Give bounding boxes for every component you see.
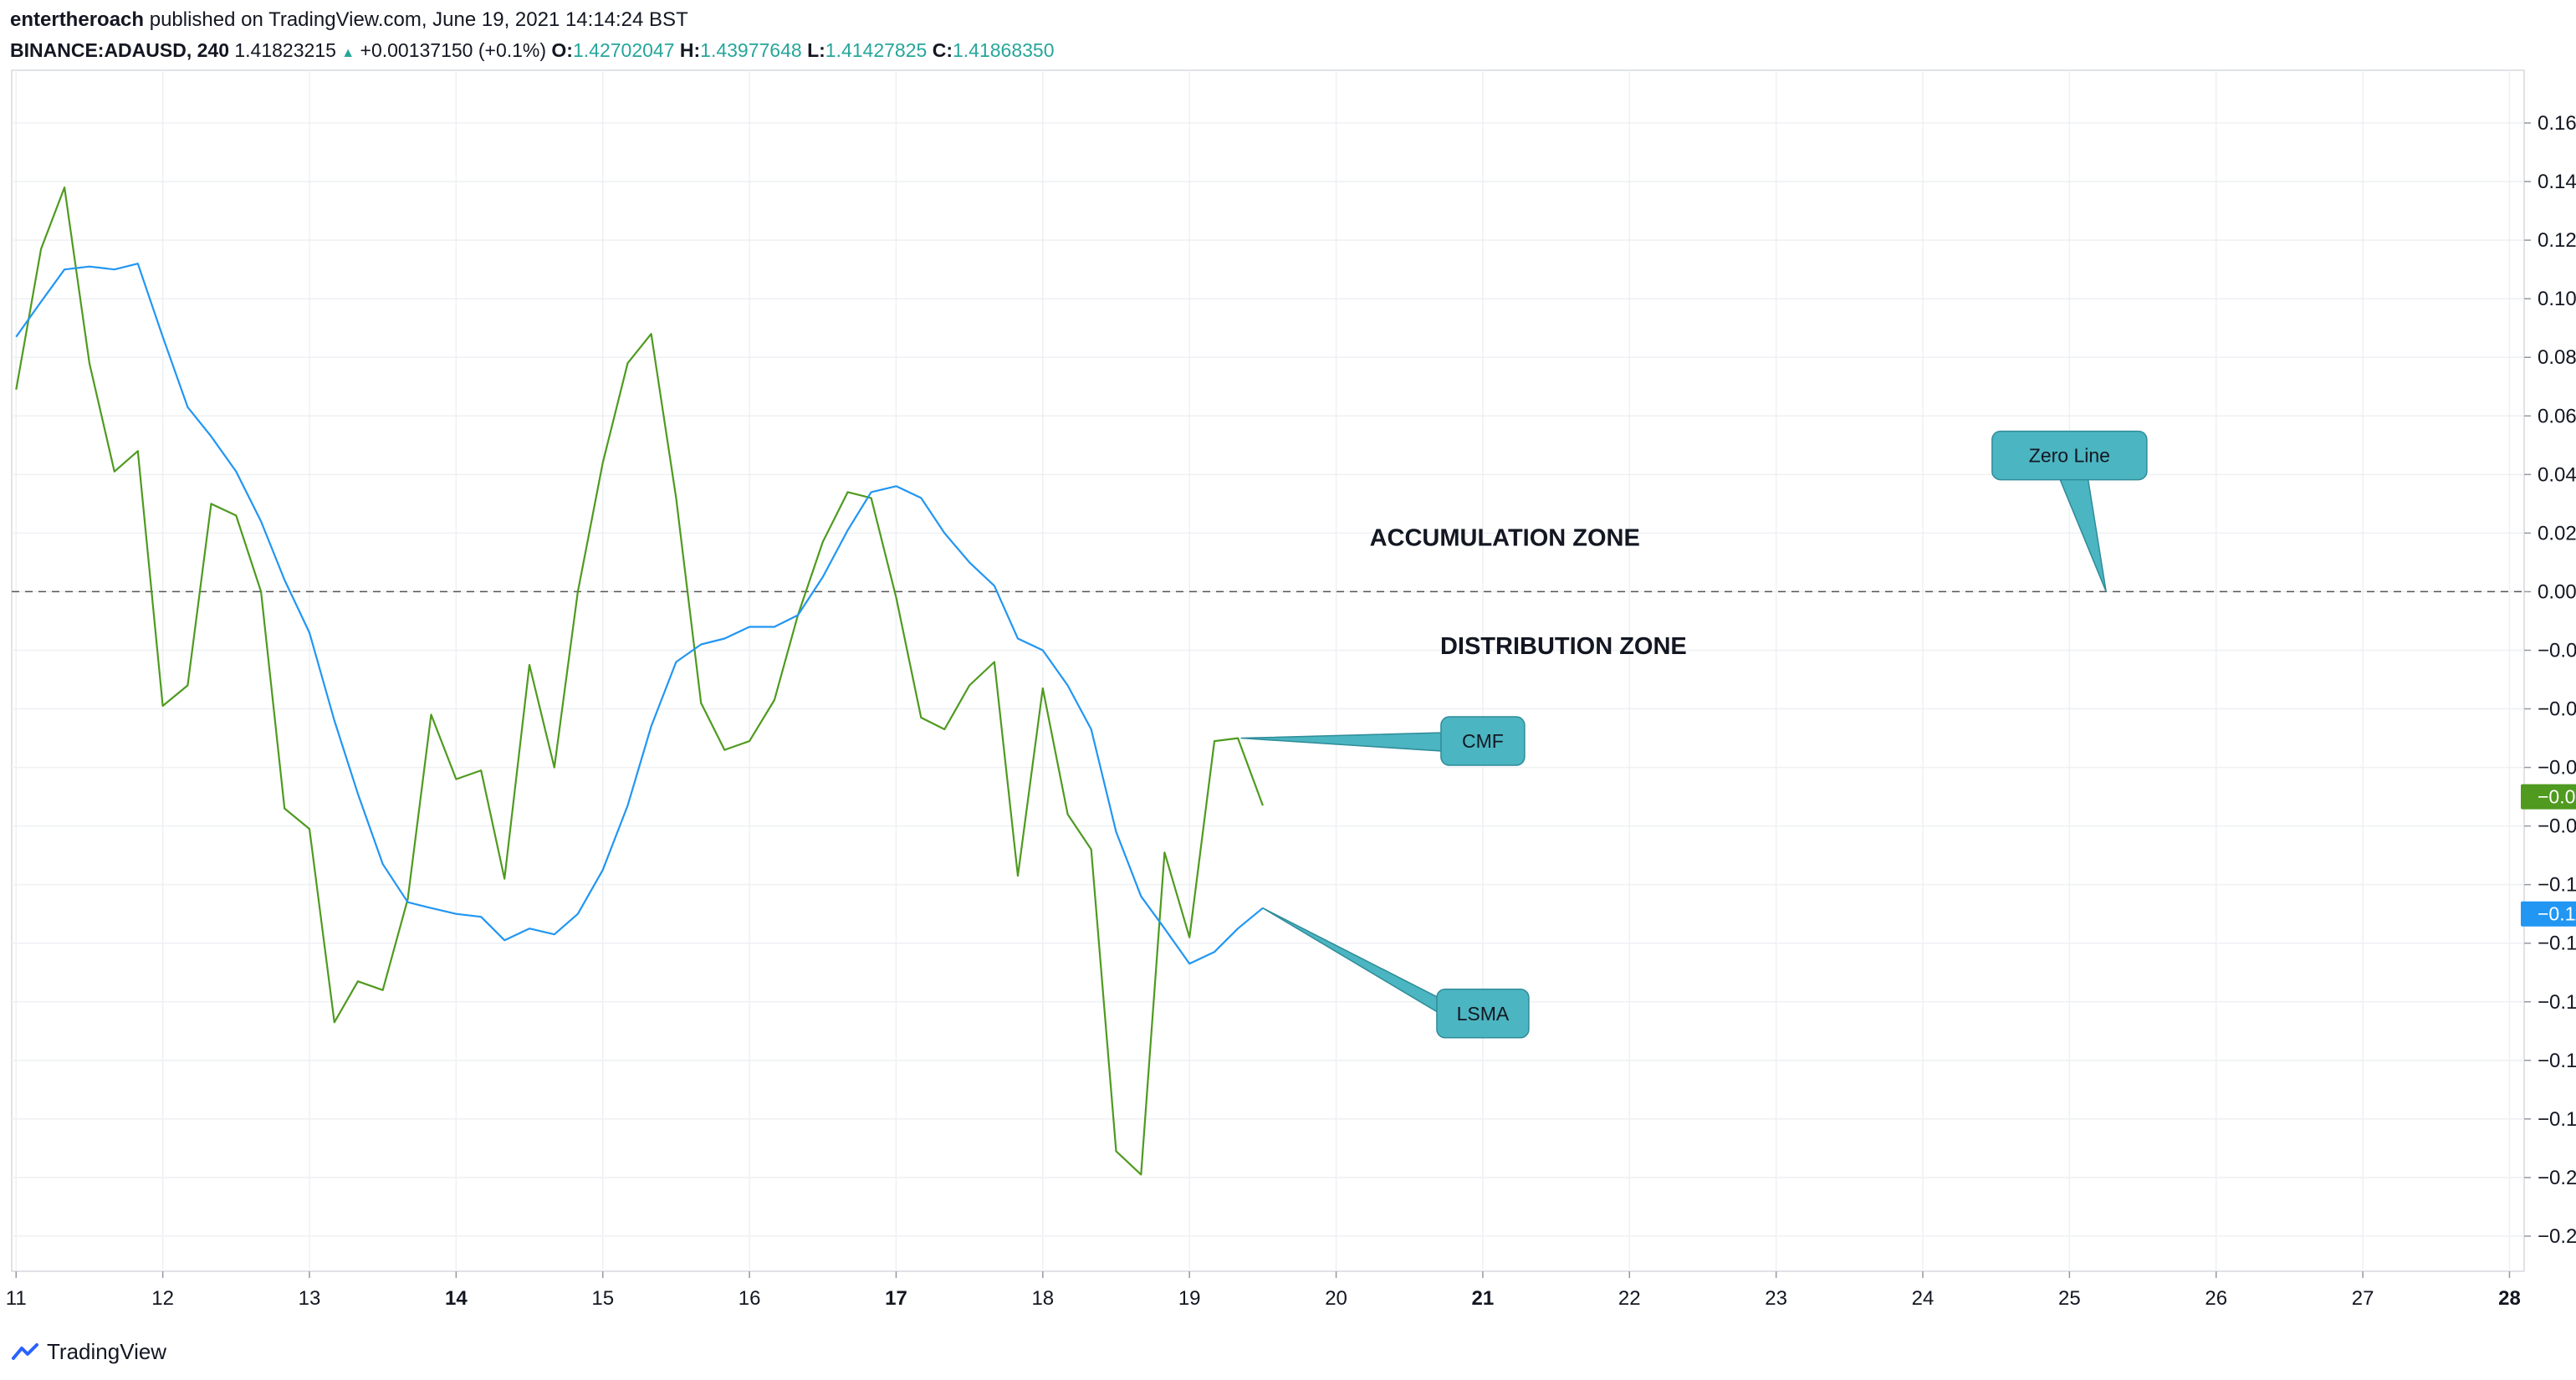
high-value: 1.43977648 bbox=[700, 39, 802, 61]
close-value: 1.41868350 bbox=[952, 39, 1055, 61]
ohlc-line: BINANCE:ADAUSD, 240 1.41823215 ▲ +0.0013… bbox=[10, 35, 1055, 69]
up-triangle-icon: ▲ bbox=[341, 46, 355, 60]
last-value-badge-lsma bbox=[2521, 901, 2576, 927]
symbol-label: BINANCE:ADAUSD, 240 bbox=[10, 39, 229, 61]
x-tick-label: 13 bbox=[299, 1287, 321, 1310]
zone-annotation: ACCUMULATION ZONE bbox=[1370, 525, 1640, 552]
x-tick-label: 18 bbox=[1031, 1287, 1054, 1310]
callout-pointer bbox=[2058, 477, 2107, 592]
zone-annotation: DISTRIBUTION ZONE bbox=[1440, 633, 1687, 660]
y-tick-label: −0.04 bbox=[2538, 698, 2576, 721]
x-tick-label: 12 bbox=[151, 1287, 174, 1310]
x-tick-label: 20 bbox=[1325, 1287, 1347, 1310]
last-value-badge-cmf bbox=[2521, 784, 2576, 810]
x-tick-label: 26 bbox=[2205, 1287, 2227, 1310]
last-value-label-cmf: −0.07 bbox=[2538, 786, 2576, 808]
x-tick-label: 27 bbox=[2352, 1287, 2374, 1310]
series-line-cmf bbox=[15, 187, 1264, 1176]
tradingview-logo-icon bbox=[12, 1342, 38, 1360]
low-value: 1.41427825 bbox=[825, 39, 928, 61]
tradingview-footer[interactable]: TradingView bbox=[12, 1339, 166, 1365]
x-tick-label: 25 bbox=[2058, 1287, 2081, 1310]
chart-header: entertheroach published on TradingView.c… bbox=[10, 5, 1055, 69]
callout-pointer bbox=[1240, 732, 1444, 752]
published-text: published on TradingView.com, June 19, 2… bbox=[149, 8, 688, 31]
y-tick-label: 0.08 bbox=[2538, 346, 2576, 369]
x-tick-label: 22 bbox=[1618, 1287, 1641, 1310]
open-value: 1.42702047 bbox=[572, 39, 675, 61]
x-tick-label: 14 bbox=[445, 1287, 468, 1310]
last-value-label-lsma: −0.11 bbox=[2538, 903, 2576, 925]
callout-label: CMF bbox=[1462, 730, 1504, 752]
low-label: L: bbox=[807, 39, 825, 61]
y-tick-label: 0.12 bbox=[2538, 229, 2576, 252]
callout-box[interactable] bbox=[1991, 430, 2148, 481]
y-tick-label: 0.00 bbox=[2538, 580, 2576, 603]
callout-label: Zero Line bbox=[2029, 445, 2110, 467]
y-tick-label: −0.22 bbox=[2538, 1225, 2576, 1248]
footer-brand: TradingView bbox=[47, 1339, 167, 1364]
x-tick-label: 23 bbox=[1765, 1287, 1787, 1310]
y-tick-label: −0.18 bbox=[2538, 1108, 2576, 1131]
x-tick-label: 24 bbox=[1912, 1287, 1935, 1310]
callout-box[interactable] bbox=[1436, 989, 1530, 1039]
callout-label: LSMA bbox=[1457, 1003, 1510, 1025]
y-tick-label: −0.10 bbox=[2538, 874, 2576, 897]
author-name[interactable]: entertheroach bbox=[10, 8, 145, 31]
x-tick-label: 28 bbox=[2498, 1287, 2521, 1310]
y-tick-label: −0.06 bbox=[2538, 757, 2576, 779]
last-price: 1.41823215 bbox=[234, 39, 336, 61]
y-tick-label: −0.16 bbox=[2538, 1050, 2576, 1072]
x-tick-label: 16 bbox=[739, 1287, 761, 1310]
x-tick-label: 21 bbox=[1472, 1287, 1495, 1310]
close-label: C: bbox=[932, 39, 953, 61]
open-label: O: bbox=[551, 39, 573, 61]
y-tick-label: −0.20 bbox=[2538, 1167, 2576, 1189]
y-tick-label: 0.06 bbox=[2538, 405, 2576, 427]
series-line-lsma bbox=[15, 263, 1264, 965]
plot-frame bbox=[11, 69, 2525, 1272]
y-tick-label: −0.14 bbox=[2538, 991, 2576, 1014]
y-tick-label: −0.02 bbox=[2538, 639, 2576, 662]
callout-pointer bbox=[1262, 907, 1439, 1015]
y-tick-label: 0.04 bbox=[2538, 463, 2576, 486]
y-tick-label: 0.16 bbox=[2538, 112, 2576, 135]
x-tick-label: 15 bbox=[591, 1287, 614, 1310]
x-tick-label: 11 bbox=[6, 1287, 27, 1310]
x-tick-label: 19 bbox=[1178, 1287, 1201, 1310]
y-tick-label: −0.12 bbox=[2538, 933, 2576, 955]
y-tick-label: −0.08 bbox=[2538, 815, 2576, 838]
y-tick-label: 0.10 bbox=[2538, 288, 2576, 310]
x-tick-label: 17 bbox=[885, 1287, 907, 1310]
y-tick-label: 0.14 bbox=[2538, 171, 2576, 193]
high-label: H: bbox=[679, 39, 701, 61]
price-change: +0.00137150 (+0.1%) bbox=[360, 39, 547, 61]
callout-box[interactable] bbox=[1440, 716, 1526, 766]
y-tick-label: 0.02 bbox=[2538, 522, 2576, 544]
publish-line: entertheroach published on TradingView.c… bbox=[10, 5, 1055, 35]
